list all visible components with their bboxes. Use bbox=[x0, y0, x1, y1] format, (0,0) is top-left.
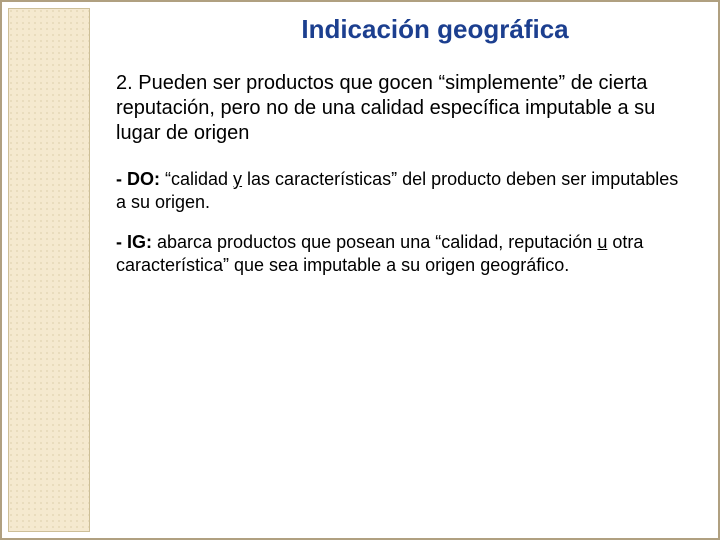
bullet-do-text-before: “calidad bbox=[160, 169, 233, 189]
bullet-do-label: - DO: bbox=[116, 169, 160, 189]
bullet-ig-u: u bbox=[597, 232, 607, 252]
bullet-ig: - IG: abarca productos que posean una “c… bbox=[116, 231, 690, 276]
bullet-ig-label: - IG: bbox=[116, 232, 152, 252]
bullet-ig-text-before: abarca productos que posean una “calidad… bbox=[152, 232, 597, 252]
bullet-do: - DO: “calidad y las características” de… bbox=[116, 168, 690, 213]
sidebar-texture bbox=[8, 8, 90, 532]
bullet-do-y: y bbox=[233, 169, 242, 189]
content-area: Indicación geográfica 2. Pueden ser prod… bbox=[102, 14, 698, 526]
slide-frame: Indicación geográfica 2. Pueden ser prod… bbox=[0, 0, 720, 540]
main-paragraph: 2. Pueden ser productos que gocen “simpl… bbox=[116, 71, 690, 146]
page-title: Indicación geográfica bbox=[172, 14, 698, 45]
